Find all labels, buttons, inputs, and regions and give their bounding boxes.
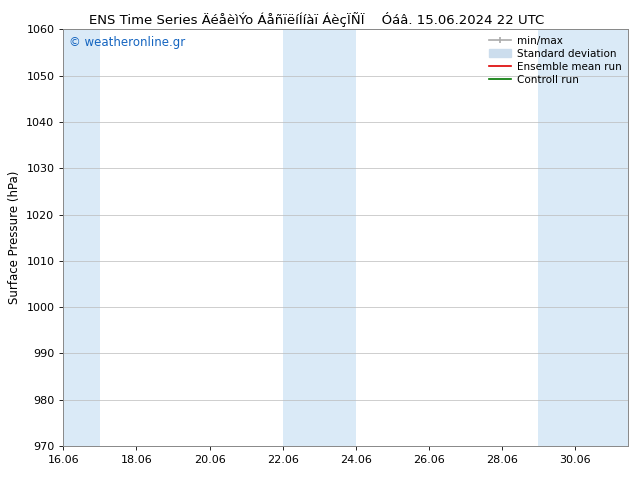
Text: © weatheronline.gr: © weatheronline.gr xyxy=(69,36,185,49)
Bar xyxy=(63,29,100,446)
Legend: min/max, Standard deviation, Ensemble mean run, Controll run: min/max, Standard deviation, Ensemble me… xyxy=(484,31,626,89)
Text: ENS Time Series ÄéåèìÝo ÁåñïëíÍíàï ÁèçÏÑÏ    Óáâ. 15.06.2024 22 UTC: ENS Time Series ÄéåèìÝo ÁåñïëíÍíàï ÁèçÏÑ… xyxy=(89,12,545,27)
Y-axis label: Surface Pressure (hPa): Surface Pressure (hPa) xyxy=(8,171,21,304)
Bar xyxy=(538,29,628,446)
Bar xyxy=(283,29,356,446)
